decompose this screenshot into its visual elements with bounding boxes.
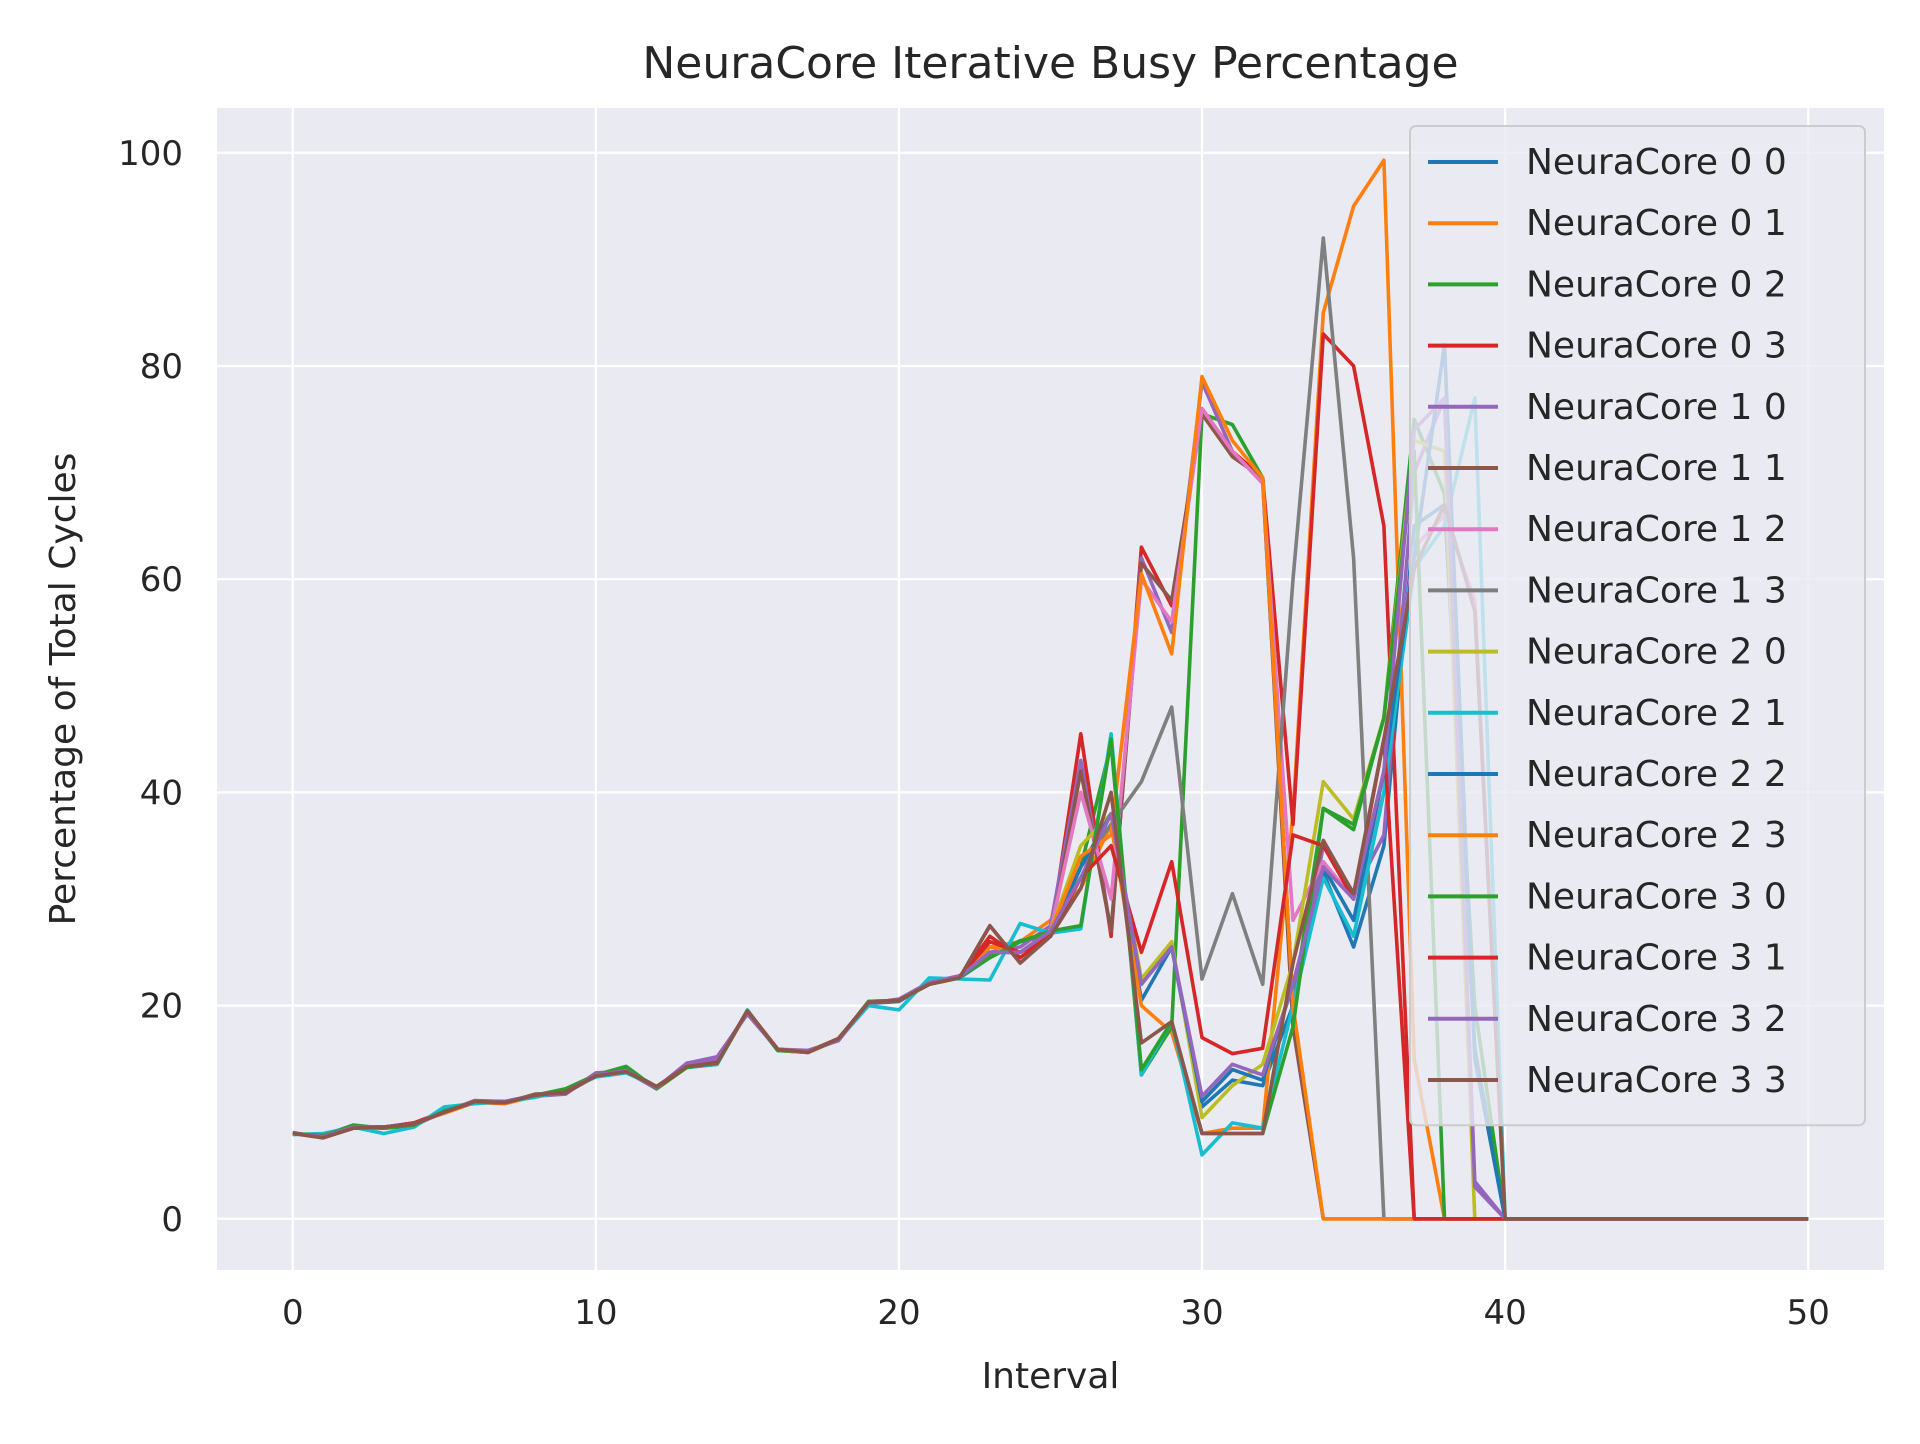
legend-label: NeuraCore 0 2 xyxy=(1526,264,1787,305)
y-tick-label: 20 xyxy=(140,987,183,1027)
legend-label: NeuraCore 2 1 xyxy=(1526,693,1787,734)
legend-label: NeuraCore 2 0 xyxy=(1526,632,1787,673)
y-tick-label: 60 xyxy=(140,560,183,600)
legend-label: NeuraCore 3 1 xyxy=(1526,938,1787,979)
legend-label: NeuraCore 2 2 xyxy=(1526,754,1787,795)
x-tick-label: 30 xyxy=(1180,1293,1223,1333)
legend-label: NeuraCore 0 1 xyxy=(1526,203,1787,244)
legend-label: NeuraCore 3 3 xyxy=(1526,1060,1787,1101)
x-tick-label: 0 xyxy=(282,1293,304,1333)
series-lines xyxy=(292,158,1809,1221)
legend-label: NeuraCore 2 3 xyxy=(1526,815,1787,856)
legend-label: NeuraCore 1 0 xyxy=(1526,387,1787,428)
tick-labels: 0 10 20 30 40 50 0 20 40 60 80 100 xyxy=(118,134,1830,1333)
x-axis-label: Interval xyxy=(982,1356,1120,1397)
series-line-16 xyxy=(292,502,1809,1221)
legend-label: NeuraCore 1 1 xyxy=(1526,448,1787,489)
x-tick-label: 10 xyxy=(574,1293,617,1333)
legend-label: NeuraCore 3 0 xyxy=(1526,876,1787,917)
legend-label: NeuraCore 1 2 xyxy=(1526,509,1787,550)
y-tick-label: 100 xyxy=(118,134,183,174)
x-tick-label: 40 xyxy=(1484,1293,1527,1333)
legend-label: NeuraCore 0 3 xyxy=(1526,326,1787,367)
y-tick-label: 0 xyxy=(161,1200,183,1240)
legend-box xyxy=(1409,125,1866,1127)
x-tick-label: 50 xyxy=(1787,1293,1830,1333)
y-axis-label: Percentage of Total Cycles xyxy=(43,453,84,926)
legend-label: NeuraCore 0 0 xyxy=(1526,142,1787,183)
legend: NeuraCore 0 0 NeuraCore 0 1 NeuraCore 0 2 N… xyxy=(1409,125,1866,1127)
legend-label: NeuraCore 3 2 xyxy=(1526,999,1787,1040)
y-tick-label: 40 xyxy=(140,773,183,813)
chart-title: NeuraCore Iterative Busy Percentage xyxy=(642,38,1458,89)
x-tick-label: 20 xyxy=(877,1293,920,1333)
legend-label: NeuraCore 1 3 xyxy=(1526,570,1787,611)
y-tick-label: 80 xyxy=(140,347,183,387)
